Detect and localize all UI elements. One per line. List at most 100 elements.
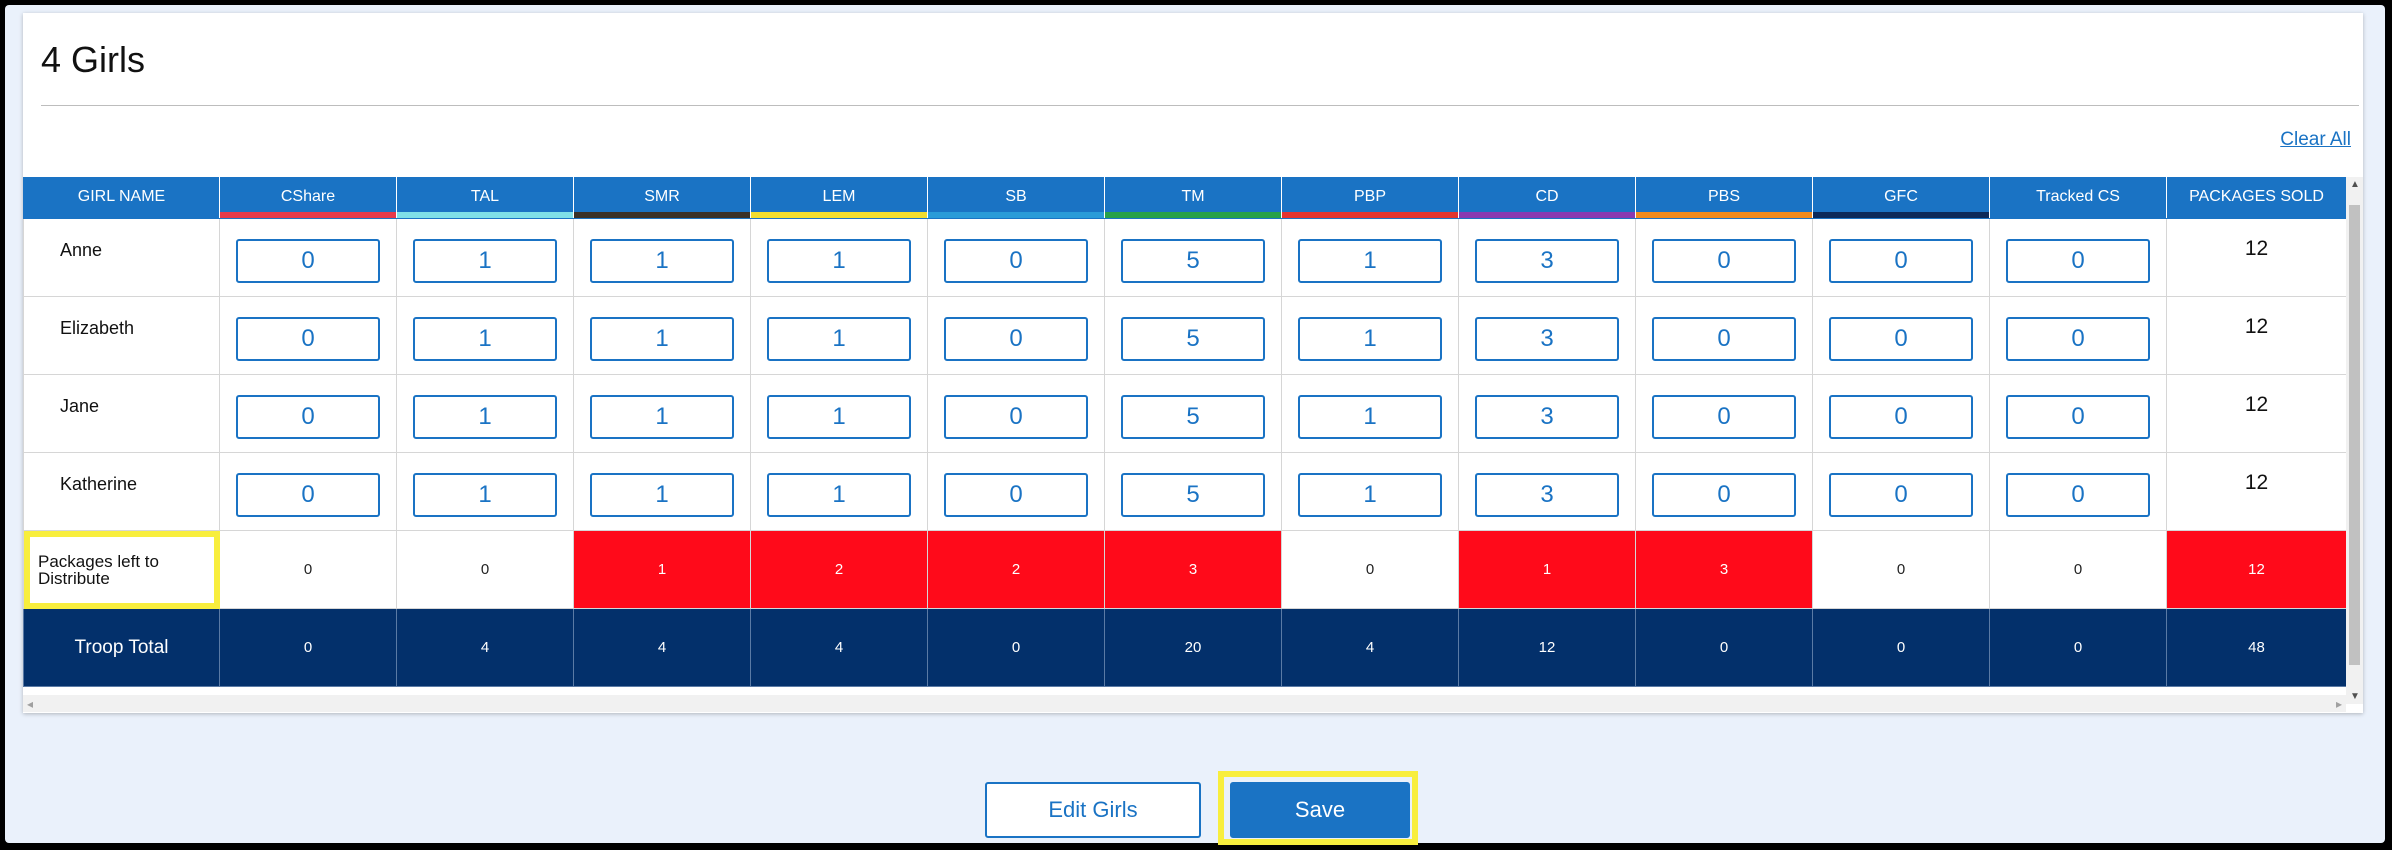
quantity-input[interactable]: 0 <box>1652 238 1796 283</box>
quantity-input[interactable]: 1 <box>767 394 911 439</box>
scroll-left-icon[interactable]: ◂ <box>27 697 34 711</box>
quantity-cell: 0 <box>927 374 1105 453</box>
quantity-input[interactable]: 0 <box>2006 394 2150 439</box>
packages-left-value: 2 <box>750 530 928 609</box>
quantity-input[interactable]: 0 <box>1829 238 1973 283</box>
column-header-label: TAL <box>470 188 500 205</box>
quantity-input[interactable]: 0 <box>944 394 1088 439</box>
quantity-input[interactable]: 1 <box>767 472 911 517</box>
column-color-stripe <box>1636 212 1812 218</box>
page-title: 4 Girls <box>41 39 146 80</box>
quantity-cell: 1 <box>396 218 574 297</box>
scrollbar-thumb[interactable] <box>2349 205 2360 665</box>
quantity-input[interactable]: 5 <box>1121 316 1265 361</box>
quantity-input[interactable]: 0 <box>1652 472 1796 517</box>
quantity-input[interactable]: 1 <box>767 316 911 361</box>
column-header-label: LEM <box>822 188 856 205</box>
quantity-cell: 0 <box>1989 218 2167 297</box>
quantity-input[interactable]: 0 <box>236 238 380 283</box>
quantity-cell: 0 <box>1989 296 2167 375</box>
quantity-input[interactable]: 3 <box>1475 472 1619 517</box>
quantity-input[interactable]: 3 <box>1475 316 1619 361</box>
quantity-input[interactable]: 0 <box>1829 316 1973 361</box>
column-color-stripe <box>397 212 573 218</box>
quantity-input[interactable]: 1 <box>590 472 734 517</box>
quantity-input[interactable]: 0 <box>1652 394 1796 439</box>
packages-left-value: 0 <box>1281 530 1459 609</box>
table-row: Anne 0 1 1 1 0 5 1 3 0 0 0 12 <box>23 218 2346 297</box>
quantity-input[interactable]: 1 <box>590 316 734 361</box>
column-header-label: GIRL NAME <box>77 188 166 205</box>
quantity-input[interactable]: 1 <box>413 394 557 439</box>
quantity-input[interactable]: 0 <box>944 238 1088 283</box>
packages-left-value: 12 <box>2166 530 2346 609</box>
column-header-packages-sold: PACKAGES SOLD <box>2166 177 2346 219</box>
vertical-scrollbar[interactable]: ▲ ▼ <box>2346 177 2363 704</box>
save-button[interactable]: Save <box>1230 782 1410 838</box>
quantity-cell: 1 <box>750 374 928 453</box>
packages-left-value: 1 <box>573 530 751 609</box>
packages-left-value: 0 <box>1989 530 2167 609</box>
quantity-cell: 0 <box>1635 296 1813 375</box>
quantity-cell: 0 <box>927 218 1105 297</box>
troop-total-value: 20 <box>1104 608 1282 687</box>
scroll-down-icon[interactable]: ▼ <box>2350 691 2360 702</box>
title-divider <box>41 105 2359 106</box>
quantity-input[interactable]: 0 <box>944 472 1088 517</box>
scroll-up-icon[interactable]: ▲ <box>2350 179 2360 190</box>
troop-total-value: 0 <box>1635 608 1813 687</box>
column-header-label: TM <box>1181 188 1205 205</box>
quantity-input[interactable]: 5 <box>1121 394 1265 439</box>
edit-girls-button[interactable]: Edit Girls <box>985 782 1201 838</box>
clear-all-link[interactable]: Clear All <box>2280 129 2351 150</box>
packages-left-value: 3 <box>1635 530 1813 609</box>
packages-left-value: 2 <box>927 530 1105 609</box>
quantity-input[interactable]: 3 <box>1475 238 1619 283</box>
column-color-stripe <box>220 212 396 218</box>
girl-name: Jane <box>60 396 100 416</box>
packages-sold-cell: 12 <box>2166 452 2346 531</box>
quantity-input[interactable]: 0 <box>1829 394 1973 439</box>
packages-left-value: 3 <box>1104 530 1282 609</box>
quantity-input[interactable]: 1 <box>1298 472 1442 517</box>
quantity-input[interactable]: 0 <box>236 316 380 361</box>
quantity-cell: 5 <box>1104 296 1282 375</box>
horizontal-scrollbar[interactable]: ◂ ▸ <box>23 695 2346 712</box>
troop-total-value: 12 <box>1458 608 1636 687</box>
quantity-input[interactable]: 1 <box>413 472 557 517</box>
table-row: Jane 0 1 1 1 0 5 1 3 0 0 0 12 <box>23 374 2346 453</box>
quantity-input[interactable]: 1 <box>767 238 911 283</box>
quantity-input[interactable]: 1 <box>590 238 734 283</box>
quantity-input[interactable]: 3 <box>1475 394 1619 439</box>
quantity-cell: 0 <box>1812 452 1990 531</box>
quantity-input[interactable]: 0 <box>1829 472 1973 517</box>
column-header-smr: SMR <box>573 177 751 219</box>
distribution-grid: GIRL NAME CShare TAL SMR LEM SB TM PBP CD PBS GFC T… <box>23 177 2346 704</box>
quantity-input[interactable]: 1 <box>1298 316 1442 361</box>
quantity-input[interactable]: 0 <box>2006 472 2150 517</box>
troop-total-value: 4 <box>1281 608 1459 687</box>
quantity-input[interactable]: 0 <box>944 316 1088 361</box>
quantity-input[interactable]: 1 <box>413 238 557 283</box>
quantity-input[interactable]: 5 <box>1121 472 1265 517</box>
quantity-cell: 1 <box>1281 374 1459 453</box>
quantity-input[interactable]: 5 <box>1121 238 1265 283</box>
quantity-input[interactable]: 0 <box>2006 238 2150 283</box>
column-header-label: PACKAGES SOLD <box>2189 188 2324 205</box>
quantity-input[interactable]: 0 <box>236 472 380 517</box>
quantity-cell: 0 <box>219 296 397 375</box>
quantity-input[interactable]: 1 <box>590 394 734 439</box>
quantity-input[interactable]: 0 <box>236 394 380 439</box>
quantity-cell: 0 <box>927 296 1105 375</box>
quantity-input[interactable]: 0 <box>1652 316 1796 361</box>
quantity-cell: 3 <box>1458 296 1636 375</box>
quantity-input[interactable]: 1 <box>1298 394 1442 439</box>
table-row: Katherine 0 1 1 1 0 5 1 3 0 0 0 12 <box>23 452 2346 531</box>
column-header-tracked-cs: Tracked CS <box>1989 177 2167 219</box>
scroll-right-icon[interactable]: ▸ <box>2335 697 2342 711</box>
quantity-input[interactable]: 0 <box>2006 316 2150 361</box>
quantity-input[interactable]: 1 <box>413 316 557 361</box>
column-header-sb: SB <box>927 177 1105 219</box>
quantity-input[interactable]: 1 <box>1298 238 1442 283</box>
quantity-cell: 1 <box>573 374 751 453</box>
